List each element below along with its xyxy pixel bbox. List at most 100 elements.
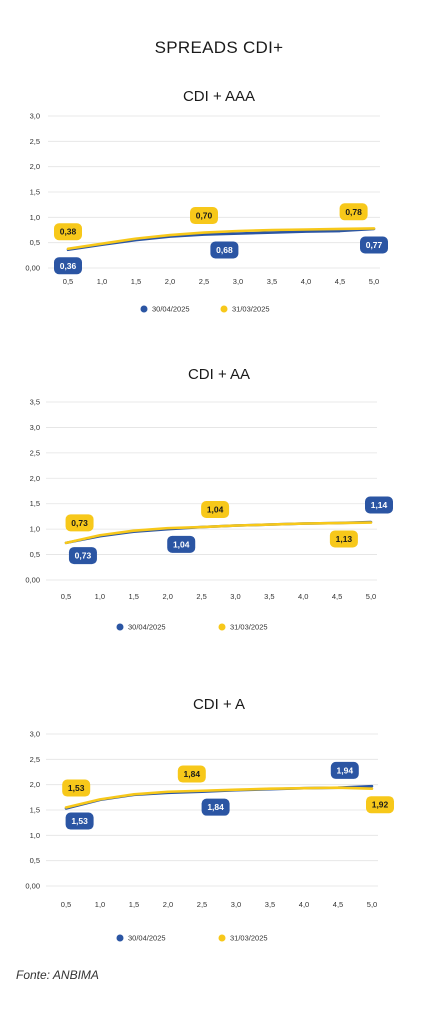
x-tick-label: 2,5 bbox=[196, 592, 206, 601]
data-label-bubble bbox=[210, 241, 239, 259]
x-tick-label: 1,5 bbox=[131, 277, 141, 286]
data-label-bubble bbox=[339, 203, 368, 221]
x-tick-label: 2,0 bbox=[162, 592, 172, 601]
y-tick-label: 2,5 bbox=[30, 448, 40, 457]
data-label: 0,73 bbox=[75, 551, 92, 561]
chart-cdi-aa: CDI + AA 0,00 0,5 1,0 1,5 2,0 2,5 3,0 3,5 0,5 1,0… bbox=[0, 366, 438, 646]
data-label-bubble bbox=[360, 236, 388, 254]
y-tick-label: 3,0 bbox=[30, 730, 40, 739]
chart-svg: 0,00 0,5 1,0 1,5 2,0 2,5 3,0 0,5 1,0 1,5 2,0 2,5 3,0… bbox=[25, 112, 388, 314]
x-tick-label: 5,0 bbox=[369, 277, 379, 286]
chart-svg: 0,00 0,5 1,0 1,5 2,0 2,5 3,0 3,5 0,5 1,0 1,5 2,0 2,5… bbox=[25, 398, 393, 632]
data-label: 1,84 bbox=[184, 769, 201, 779]
y-tick-label: 3,0 bbox=[30, 423, 40, 432]
x-tick-label: 4,0 bbox=[299, 900, 309, 909]
data-label-bubble bbox=[366, 796, 394, 814]
chart-cdi-a: CDI + A 0,00 0,5 1,0 1,5 2,0 2,5 3,0 0,5 1,0 1,5 2… bbox=[0, 696, 438, 956]
data-label-bubble bbox=[167, 535, 196, 553]
x-tick-label: 3,5 bbox=[265, 900, 275, 909]
data-label-bubble bbox=[330, 761, 359, 779]
data-label: 1,53 bbox=[68, 783, 85, 793]
x-tick-label: 1,5 bbox=[129, 592, 139, 601]
y-tick-label: 0,00 bbox=[25, 264, 40, 273]
x-tick-label: 0,5 bbox=[61, 592, 71, 601]
page-title: SPREADS CDI+ bbox=[154, 38, 284, 57]
legend-label: 31/03/2025 bbox=[232, 305, 270, 314]
data-label: 0,38 bbox=[60, 227, 77, 237]
y-tick-label: 0,5 bbox=[30, 550, 40, 559]
x-tick-label: 4,5 bbox=[335, 277, 345, 286]
x-tick-label: 1,0 bbox=[95, 900, 105, 909]
data-label: 1,53 bbox=[71, 816, 88, 826]
y-tick-label: 2,0 bbox=[30, 780, 40, 789]
legend-marker bbox=[220, 305, 228, 313]
legend-label: 30/04/2025 bbox=[128, 934, 166, 943]
x-tick-label: 5,0 bbox=[366, 592, 376, 601]
x-tick-label: 3,5 bbox=[264, 592, 274, 601]
legend-marker bbox=[116, 934, 124, 942]
data-label-bubble bbox=[201, 500, 230, 518]
data-label: 1,04 bbox=[173, 539, 190, 549]
y-tick-label: 1,0 bbox=[30, 525, 40, 534]
x-tick-label: 4,0 bbox=[301, 277, 311, 286]
data-label: 0,73 bbox=[71, 518, 88, 528]
x-tick-label: 2,0 bbox=[165, 277, 175, 286]
legend-label: 30/04/2025 bbox=[152, 305, 190, 314]
y-tick-label: 0,5 bbox=[30, 856, 40, 865]
x-tick-label: 2,0 bbox=[163, 900, 173, 909]
data-label: 1,84 bbox=[207, 802, 224, 812]
data-label-bubble bbox=[65, 514, 94, 532]
y-tick-label: 1,5 bbox=[30, 806, 40, 815]
data-label: 0,78 bbox=[345, 207, 362, 217]
x-tick-label: 2,5 bbox=[197, 900, 207, 909]
y-tick-label: 2,5 bbox=[30, 755, 40, 764]
data-label: 0,68 bbox=[216, 245, 233, 255]
data-label-bubble bbox=[54, 223, 82, 241]
x-tick-label: 0,5 bbox=[61, 900, 71, 909]
x-tick-label: 1,0 bbox=[97, 277, 107, 286]
y-tick-label: 1,0 bbox=[30, 831, 40, 840]
chart-title: CDI + AA bbox=[187, 366, 251, 383]
data-label-bubble bbox=[68, 547, 97, 565]
x-tick-label: 3,0 bbox=[231, 900, 241, 909]
legend-marker bbox=[218, 623, 226, 631]
y-tick-label: 0,00 bbox=[25, 576, 40, 585]
y-tick-label: 2,5 bbox=[30, 137, 40, 146]
chart-cdi-aaa: CDI + AAA 0,00 0,5 1,0 1,5 2,0 2,5 3,0 0,5 1,0 1,… bbox=[0, 88, 438, 338]
data-label-bubble bbox=[190, 207, 218, 225]
legend-label: 31/03/2025 bbox=[230, 934, 268, 943]
legend-marker bbox=[140, 305, 148, 313]
y-tick-label: 2,0 bbox=[30, 474, 40, 483]
chart-title: CDI + A bbox=[192, 696, 246, 713]
data-label-bubble bbox=[65, 812, 94, 830]
x-tick-label: 1,5 bbox=[129, 900, 139, 909]
data-label-bubble bbox=[177, 765, 206, 783]
y-tick-label: 2,0 bbox=[30, 162, 40, 171]
x-tick-label: 3,5 bbox=[267, 277, 277, 286]
data-label-bubble bbox=[365, 496, 393, 514]
x-tick-label: 2,5 bbox=[199, 277, 209, 286]
source-note: Fonte: ANBIMA bbox=[16, 968, 99, 982]
y-tick-label: 1,0 bbox=[30, 213, 40, 222]
data-label: 1,94 bbox=[337, 765, 354, 775]
data-label-bubble bbox=[62, 779, 91, 797]
data-label: 1,04 bbox=[207, 504, 224, 514]
series-line-1 bbox=[64, 786, 374, 809]
x-tick-label: 0,5 bbox=[63, 277, 73, 286]
legend-marker bbox=[116, 623, 124, 631]
data-label-bubble bbox=[54, 257, 82, 275]
x-tick-label: 4,5 bbox=[332, 592, 342, 601]
data-label: 0,70 bbox=[196, 211, 213, 221]
legend-label: 31/03/2025 bbox=[230, 623, 268, 632]
series-line-1 bbox=[64, 521, 373, 545]
chart-title: CDI + AAA bbox=[182, 88, 256, 105]
x-tick-label: 5,0 bbox=[367, 900, 377, 909]
y-tick-label: 0,00 bbox=[25, 882, 40, 891]
x-tick-label: 4,0 bbox=[298, 592, 308, 601]
y-tick-label: 3,5 bbox=[30, 398, 40, 407]
series-line-1 bbox=[66, 227, 376, 251]
legend-marker bbox=[218, 934, 226, 942]
data-label: 0,77 bbox=[366, 240, 383, 250]
y-tick-label: 0,5 bbox=[30, 238, 40, 247]
data-label: 1,14 bbox=[371, 500, 388, 510]
